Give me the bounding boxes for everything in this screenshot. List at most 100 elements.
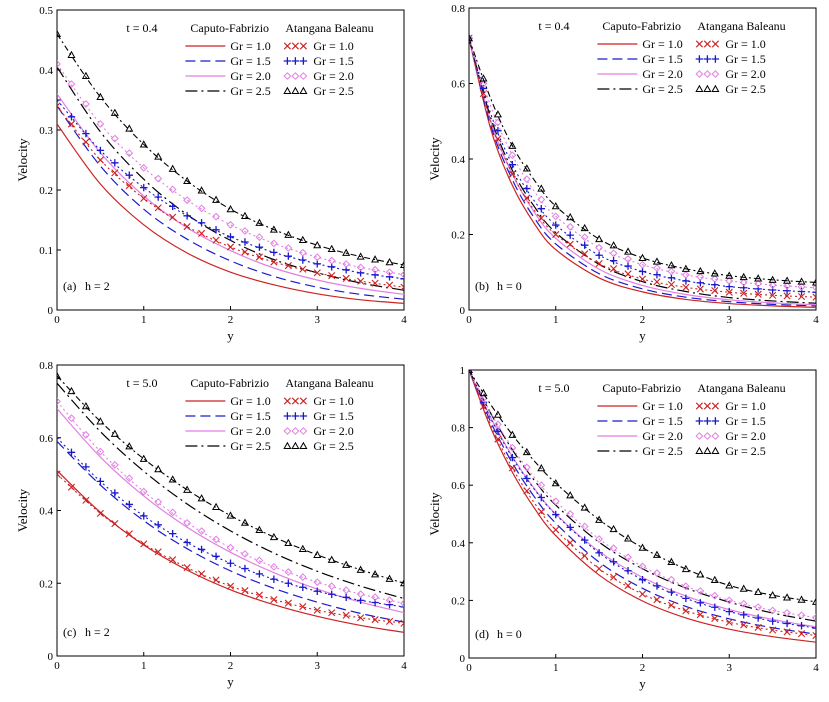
ab-marker-gr-0 [82, 138, 90, 146]
ab-marker-gr-1 [537, 205, 545, 213]
ab-marker-gr-3 [811, 597, 816, 605]
x-axis-label: y [639, 328, 646, 343]
legend-label-cf: Gr = 2.5 [642, 444, 682, 458]
ab-marker-gr-2 [385, 596, 394, 605]
legend-marker-ab [299, 86, 308, 95]
ab-marker-gr-3 [667, 260, 676, 269]
ab-marker-gr-1 [270, 575, 278, 583]
y-tick-label: 0.6 [451, 79, 465, 91]
legend-marker-ab [283, 441, 292, 450]
ab-marker-gr-3 [197, 186, 206, 194]
ab-marker-gr-0 [667, 280, 676, 289]
ab-marker-gr-3 [725, 271, 734, 279]
ab-marker-gr-1 [183, 538, 191, 547]
ab-marker-gr-0 [57, 102, 61, 110]
ab-marker-gr-3 [797, 595, 806, 603]
ab-marker-gr-0 [696, 285, 704, 293]
ab-marker-gr-2 [566, 222, 575, 231]
ab-marker-gr-2 [57, 397, 61, 406]
ab-marker-gr-2 [797, 282, 806, 291]
ab-marker-gr-0 [197, 570, 206, 578]
legend-marker-ab [283, 72, 292, 80]
time-label: t = 0.4 [126, 21, 157, 35]
ab-marker-gr-3 [57, 29, 62, 38]
ab-marker-gr-1 [566, 231, 574, 239]
ab-marker-gr-0 [667, 601, 676, 609]
ab-marker-gr-1 [400, 603, 404, 611]
ab-marker-gr-1 [653, 270, 661, 279]
ab-marker-gr-0 [711, 287, 719, 295]
legend-label-ab: Gr = 1.5 [725, 414, 765, 428]
ab-marker-gr-1 [494, 126, 502, 135]
y-axis-label: Velocity [15, 138, 30, 182]
ab-marker-gr-2 [696, 272, 705, 281]
ab-marker-gr-2 [754, 603, 763, 612]
ab-marker-gr-3 [537, 463, 546, 472]
ab-marker-gr-2 [197, 527, 206, 536]
y-tick-label: 0.2 [451, 595, 465, 607]
legend-marker-ab [283, 397, 291, 405]
ab-marker-gr-1 [580, 536, 589, 544]
legend-label-ab: Gr = 2.0 [313, 69, 353, 83]
ab-marker-gr-2 [241, 227, 249, 235]
ab-marker-gr-1 [638, 267, 647, 276]
ab-marker-gr-0 [342, 611, 350, 619]
ab-marker-gr-1 [609, 256, 618, 265]
ab-line-gr-0 [57, 473, 404, 624]
ab-marker-gr-2 [609, 544, 618, 553]
ab-marker-gr-2 [812, 283, 816, 292]
legend-label-ab: Gr = 1.0 [313, 394, 353, 408]
legend-marker-ab [695, 84, 704, 93]
y-tick-label: 0.6 [39, 433, 53, 445]
legend-header-caputo-fabrizio: Caputo-Fabrizio [602, 19, 681, 33]
ab-marker-gr-2 [284, 568, 293, 576]
ab-marker-gr-1 [125, 500, 133, 509]
ab-marker-gr-3 [493, 410, 502, 418]
ab-line-gr-1 [57, 437, 404, 608]
time-label: t = 5.0 [126, 376, 157, 390]
ab-marker-gr-0 [400, 619, 404, 627]
ab-marker-gr-1 [667, 588, 676, 596]
x-tick-label: 1 [141, 314, 147, 326]
ab-marker-gr-3 [725, 581, 734, 589]
legend-label-ab: Gr = 1.5 [313, 409, 353, 423]
ab-marker-gr-1 [168, 202, 177, 211]
ab-marker-gr-3 [125, 442, 134, 450]
ab-marker-gr-3 [537, 184, 546, 192]
legend-label-ab: Gr = 2.0 [725, 67, 765, 81]
ab-marker-gr-0 [212, 576, 220, 584]
x-tick-label: 3 [315, 660, 321, 672]
ab-marker-gr-1 [57, 96, 61, 104]
ab-marker-gr-3 [125, 124, 134, 132]
ab-marker-gr-1 [653, 582, 661, 590]
legend-label-cf: Gr = 1.5 [230, 54, 270, 68]
ab-marker-gr-3 [609, 524, 618, 533]
legend-marker-ab [299, 427, 308, 435]
ab-marker-gr-0 [313, 269, 321, 277]
x-tick-label: 4 [401, 660, 407, 672]
y-tick-label: 0.4 [451, 154, 465, 166]
ab-marker-gr-3 [139, 454, 148, 462]
ab-marker-gr-0 [299, 265, 307, 273]
ab-marker-gr-0 [537, 214, 545, 222]
cf-line-gr-2 [57, 408, 404, 614]
ab-marker-gr-3 [67, 50, 76, 59]
legend-label-cf: Gr = 1.0 [642, 399, 682, 413]
ab-marker-gr-2 [110, 461, 119, 469]
ab-line-gr-2 [57, 63, 404, 276]
time-label: t = 0.4 [538, 19, 569, 33]
legend-marker-ab [711, 432, 720, 440]
ab-marker-gr-2 [400, 599, 404, 608]
ab-marker-gr-3 [768, 590, 777, 599]
ab-marker-gr-0 [371, 616, 379, 624]
ab-marker-gr-1 [638, 575, 647, 584]
legend-marker-ab [299, 72, 308, 80]
ab-marker-gr-0 [754, 623, 762, 632]
ab-marker-gr-2 [624, 255, 632, 263]
ab-marker-gr-1 [284, 252, 293, 260]
ab-marker-gr-2 [797, 611, 806, 620]
legend-label-cf: Gr = 2.0 [230, 69, 270, 83]
ab-marker-gr-2 [313, 578, 322, 587]
ab-marker-gr-2 [522, 463, 531, 472]
ab-marker-gr-0 [595, 565, 603, 573]
